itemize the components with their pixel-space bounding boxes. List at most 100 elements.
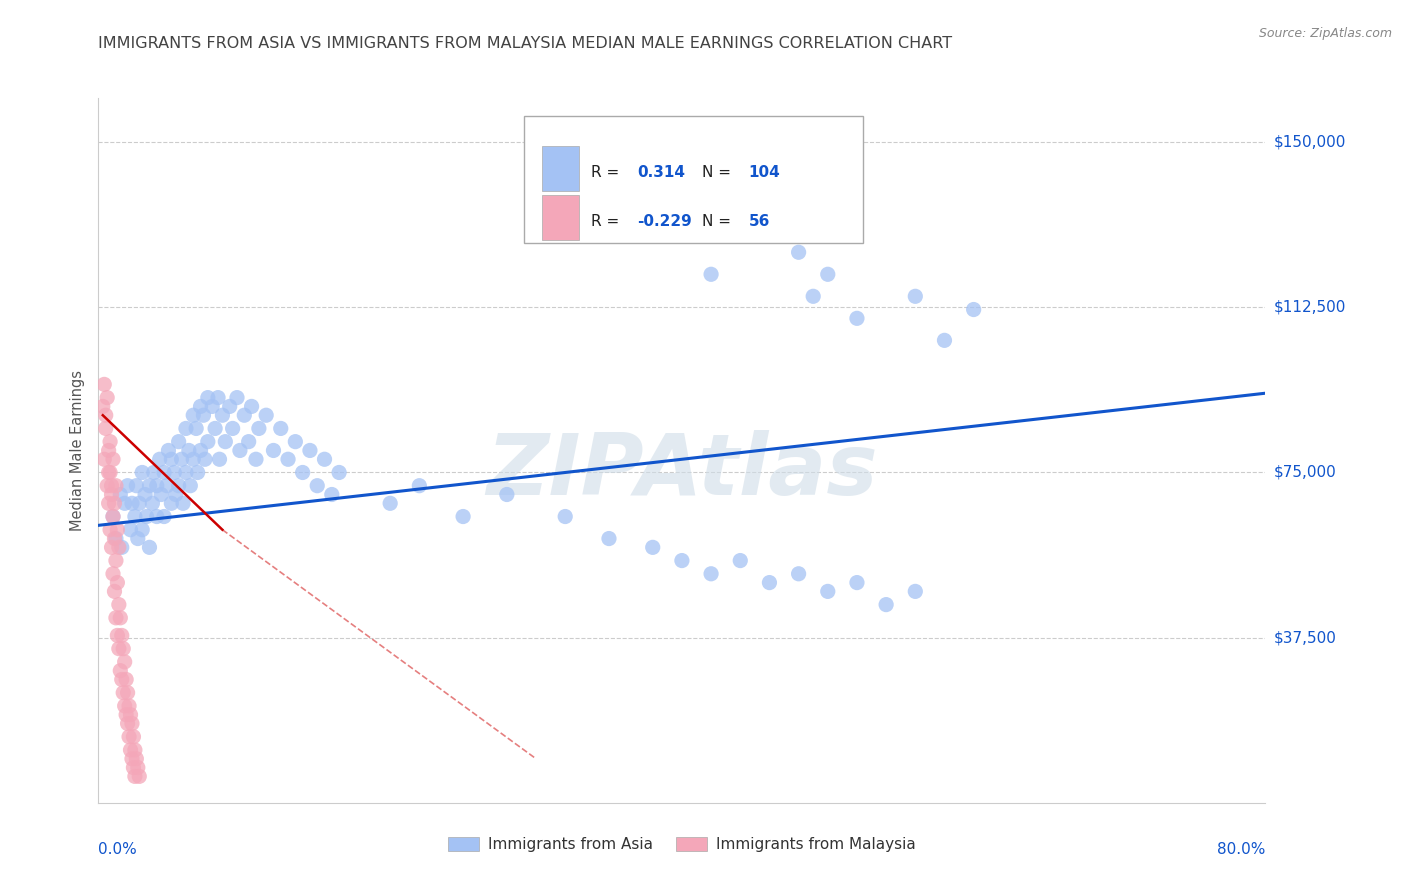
Point [190, 400, 212, 414]
Point [291, 466, 314, 480]
Point [108, 598, 131, 612]
Point [160, 452, 183, 467]
Point [218, 400, 240, 414]
Point [201, 400, 224, 414]
Point [875, 598, 897, 612]
Point [817, 268, 839, 282]
Point [124, 743, 146, 757]
Point [134, 487, 156, 501]
Point [101, 566, 124, 581]
Point [186, 421, 208, 435]
Point [100, 487, 122, 501]
Point [97, 443, 120, 458]
Point [117, 478, 139, 492]
Text: ZIPAtlas: ZIPAtlas [486, 430, 877, 513]
Point [247, 421, 270, 435]
Point [114, 655, 136, 669]
Point [97, 466, 120, 480]
Point [157, 443, 180, 458]
FancyBboxPatch shape [541, 146, 579, 191]
Point [111, 628, 134, 642]
Point [104, 611, 127, 625]
Point [98, 523, 121, 537]
Point [103, 532, 125, 546]
Point [127, 760, 149, 774]
Point [121, 496, 143, 510]
Point [233, 409, 256, 423]
Point [554, 509, 576, 524]
Point [110, 487, 132, 501]
Point [787, 566, 810, 581]
Point [105, 523, 128, 537]
Point [141, 496, 163, 510]
Point [787, 245, 810, 260]
Point [142, 466, 165, 480]
Text: R =: R = [591, 165, 624, 179]
Point [100, 478, 122, 492]
Text: $150,000: $150,000 [1274, 135, 1346, 150]
Point [197, 434, 219, 449]
Point [149, 452, 172, 467]
Point [128, 496, 150, 510]
Point [101, 452, 124, 467]
Legend: Immigrants from Asia, Immigrants from Malaysia: Immigrants from Asia, Immigrants from Ma… [443, 831, 921, 859]
Point [118, 698, 141, 713]
Point [131, 466, 153, 480]
Point [122, 730, 145, 744]
Point [135, 509, 157, 524]
Point [177, 443, 200, 458]
Text: N =: N = [702, 165, 731, 179]
Point [121, 716, 143, 731]
Point [846, 311, 869, 326]
Point [101, 509, 124, 524]
Point [120, 523, 142, 537]
Point [100, 541, 122, 555]
Point [93, 452, 115, 467]
Point [115, 673, 138, 687]
Point [156, 478, 179, 492]
Point [153, 466, 176, 480]
Point [380, 496, 402, 510]
Point [904, 584, 927, 599]
Point [131, 523, 153, 537]
Point [197, 391, 219, 405]
FancyBboxPatch shape [524, 116, 863, 243]
Point [125, 752, 148, 766]
Point [122, 760, 145, 774]
Point [817, 584, 839, 599]
Point [105, 628, 128, 642]
Point [108, 541, 131, 555]
Point [104, 532, 127, 546]
Point [103, 584, 125, 599]
Point [114, 698, 136, 713]
Point [904, 289, 927, 303]
Point [641, 541, 664, 555]
Text: IMMIGRANTS FROM ASIA VS IMMIGRANTS FROM MALAYSIA MEDIAN MALE EARNINGS CORRELATIO: IMMIGRANTS FROM ASIA VS IMMIGRANTS FROM … [98, 36, 952, 51]
Point [121, 752, 143, 766]
Point [773, 201, 796, 215]
Point [451, 509, 474, 524]
Point [245, 452, 267, 467]
Point [110, 611, 132, 625]
Text: Source: ZipAtlas.com: Source: ZipAtlas.com [1258, 27, 1392, 40]
Point [314, 452, 336, 467]
Point [110, 664, 132, 678]
Point [187, 466, 209, 480]
Text: N =: N = [702, 214, 731, 229]
Point [124, 769, 146, 783]
Point [96, 391, 118, 405]
Point [226, 391, 249, 405]
Point [146, 509, 169, 524]
Point [112, 641, 135, 656]
Point [238, 434, 260, 449]
Point [174, 421, 197, 435]
Point [153, 509, 176, 524]
Point [307, 478, 329, 492]
Y-axis label: Median Male Earnings: Median Male Earnings [70, 370, 86, 531]
Point [221, 421, 243, 435]
Point [112, 686, 135, 700]
Point [138, 478, 160, 492]
Point [114, 496, 136, 510]
Point [262, 443, 284, 458]
Point [194, 452, 217, 467]
